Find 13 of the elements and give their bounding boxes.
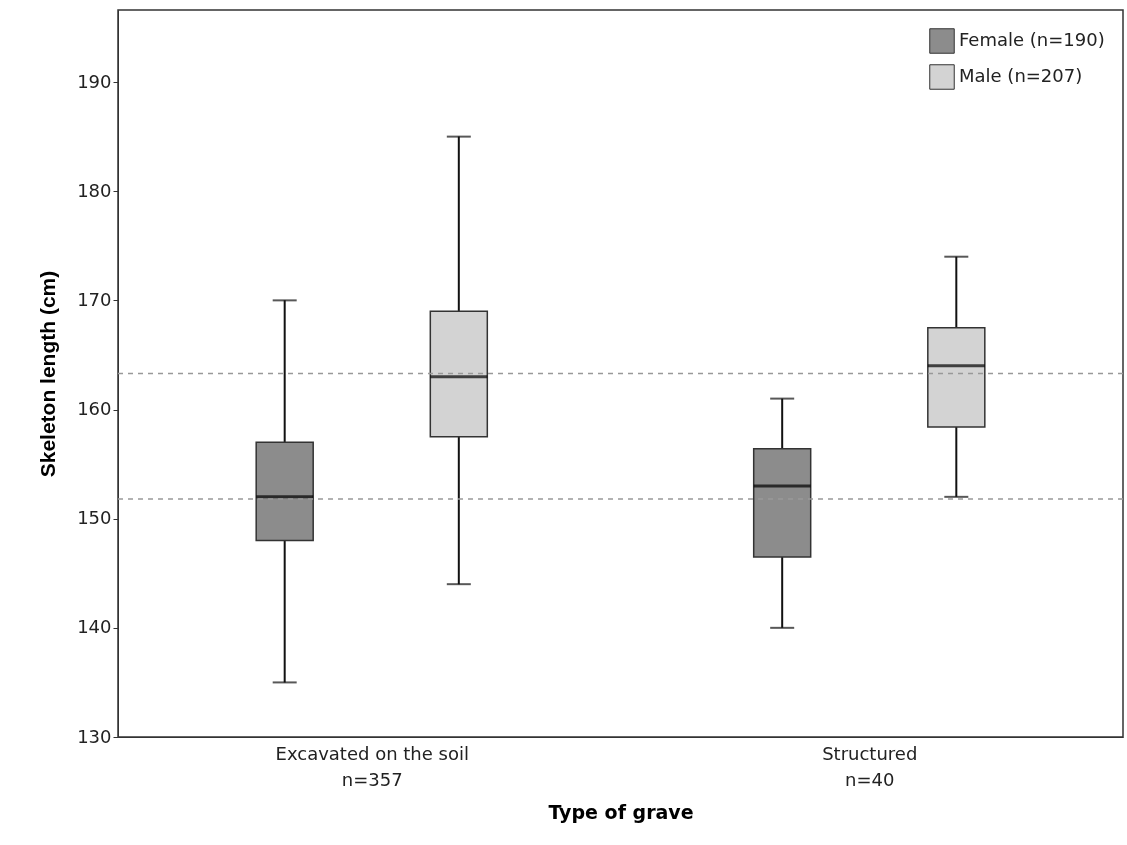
x-tick-label: Structured n=40: [822, 742, 918, 790]
y-tick-label: 190: [77, 70, 112, 92]
legend-label: Female (n=190): [959, 29, 1105, 50]
y-axis-title: Skeleton length (cm): [36, 270, 60, 478]
legend-label: Male (n=207): [959, 65, 1083, 86]
y-tick-label: 180: [77, 179, 112, 201]
y-tick-label: 150: [77, 507, 112, 529]
y-tick-label: 160: [77, 398, 112, 420]
y-tick-label: 130: [77, 725, 112, 747]
x-axis-title: Type of grave: [548, 800, 694, 823]
y-tick-label: 140: [77, 616, 112, 638]
y-tick-label: 170: [77, 288, 112, 310]
x-tick-label: Excavated on the soil n=357: [275, 742, 469, 790]
